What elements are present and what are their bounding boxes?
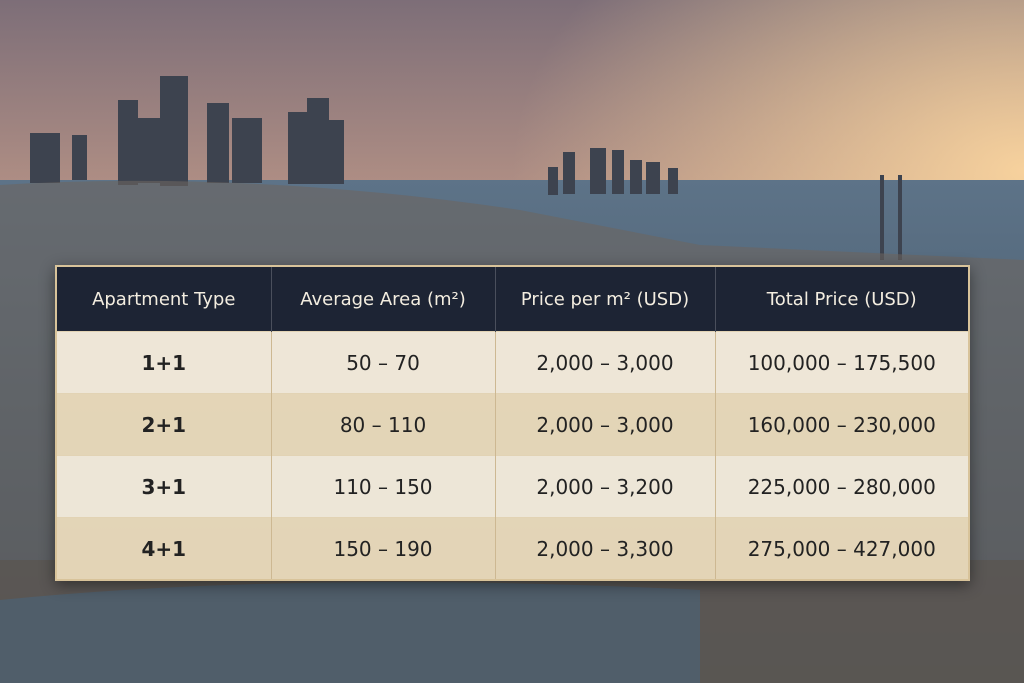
table-cell: 3+1	[56, 455, 272, 518]
table-cell: 150 – 190	[271, 517, 496, 580]
header-cell: Price per m² (USD)	[495, 266, 716, 332]
header-cell: Total Price (USD)	[715, 266, 970, 332]
table-cell: 2,000 – 3,000	[495, 331, 716, 394]
table-cell: 2+1	[56, 393, 272, 456]
header-cell: Apartment Type	[56, 266, 272, 332]
header-row: Apartment Type Average Area (m²) Price per…	[56, 266, 970, 332]
table-row: 4+1 150 – 190 2,000 – 3,300 275,000 – 427,0…	[56, 517, 970, 580]
table-row: 1+1 50 – 70 2,000 – 3,000 100,000 – 175,500	[56, 331, 970, 394]
table-cell: 2,000 – 3,000	[495, 393, 716, 456]
table-cell: 275,000 – 427,000	[715, 517, 970, 580]
table-cell: 2,000 – 3,300	[495, 517, 716, 580]
table-cell: 80 – 110	[271, 393, 496, 456]
price-table: Apartment Type Average Area (m²) Price per…	[55, 265, 970, 581]
table-row: 2+1 80 – 110 2,000 – 3,000 160,000 – 230,00…	[56, 393, 970, 456]
table-cell: 4+1	[56, 517, 272, 580]
table-cell: 225,000 – 280,000	[715, 455, 970, 518]
table-cell: 50 – 70	[271, 331, 496, 394]
table-cell: 160,000 – 230,000	[715, 393, 970, 456]
table-cell: 1+1	[56, 331, 272, 394]
header-cell: Average Area (m²)	[271, 266, 496, 332]
table-row: 3+1 110 – 150 2,000 – 3,200 225,000 – 280,0…	[56, 455, 970, 518]
table-cell: 100,000 – 175,500	[715, 331, 970, 394]
table-body: 1+1 50 – 70 2,000 – 3,000 100,000 – 175,500…	[56, 331, 970, 580]
table-cell: 110 – 150	[271, 455, 496, 518]
table-cell: 2,000 – 3,200	[495, 455, 716, 518]
